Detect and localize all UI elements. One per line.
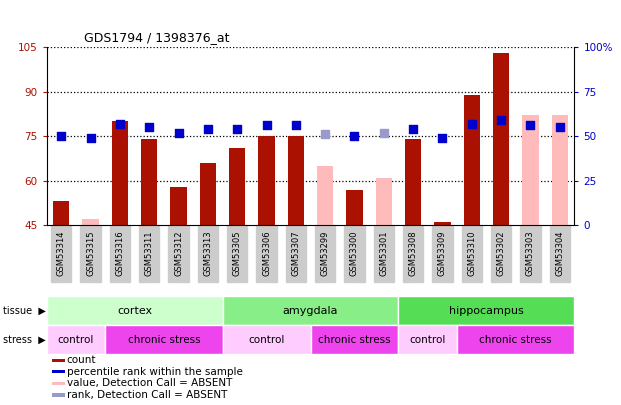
Point: [437, 134, 447, 141]
Point: [86, 134, 96, 141]
Bar: [141, 139, 157, 225]
Bar: [376, 178, 392, 225]
Text: chronic stress: chronic stress: [479, 335, 552, 345]
Bar: [52, 382, 65, 385]
Point: [350, 133, 360, 139]
Point: [467, 120, 477, 127]
Bar: [317, 166, 333, 225]
Bar: [399, 296, 574, 325]
Text: hippocampus: hippocampus: [449, 306, 524, 315]
Bar: [457, 325, 574, 354]
Point: [408, 126, 418, 132]
Bar: [222, 325, 310, 354]
Text: count: count: [66, 355, 96, 365]
Bar: [258, 136, 274, 225]
Bar: [493, 53, 509, 225]
Bar: [310, 325, 399, 354]
Bar: [222, 296, 399, 325]
Bar: [399, 325, 457, 354]
Bar: [551, 115, 568, 225]
Text: rank, Detection Call = ABSENT: rank, Detection Call = ABSENT: [66, 390, 227, 400]
Text: tissue  ▶: tissue ▶: [3, 306, 46, 315]
Text: value, Detection Call = ABSENT: value, Detection Call = ABSENT: [66, 379, 232, 388]
Text: GDS1794 / 1398376_at: GDS1794 / 1398376_at: [83, 32, 229, 45]
Point: [144, 124, 154, 130]
Bar: [464, 94, 480, 225]
Point: [57, 133, 66, 139]
Bar: [405, 139, 421, 225]
Bar: [522, 115, 538, 225]
Bar: [112, 121, 128, 225]
Bar: [171, 187, 186, 225]
Text: control: control: [248, 335, 284, 345]
Point: [261, 122, 271, 129]
Point: [320, 131, 330, 138]
Point: [203, 126, 213, 132]
Text: control: control: [58, 335, 94, 345]
Bar: [435, 222, 450, 225]
Point: [525, 122, 535, 129]
Text: amygdala: amygdala: [283, 306, 338, 315]
Bar: [53, 201, 70, 225]
Bar: [83, 219, 99, 225]
Bar: [52, 370, 65, 373]
Point: [379, 129, 389, 136]
Bar: [347, 190, 363, 225]
Point: [115, 120, 125, 127]
Bar: [52, 358, 65, 362]
Text: percentile rank within the sample: percentile rank within the sample: [66, 367, 243, 377]
Text: chronic stress: chronic stress: [127, 335, 200, 345]
Point: [555, 124, 564, 130]
Point: [232, 126, 242, 132]
Bar: [105, 325, 222, 354]
Bar: [229, 148, 245, 225]
Bar: [47, 325, 105, 354]
Point: [173, 129, 184, 136]
Bar: [200, 163, 216, 225]
Text: cortex: cortex: [117, 306, 152, 315]
Bar: [288, 136, 304, 225]
Point: [291, 122, 301, 129]
Bar: [52, 394, 65, 397]
Bar: [47, 296, 222, 325]
Text: chronic stress: chronic stress: [318, 335, 391, 345]
Point: [496, 117, 506, 123]
Text: stress  ▶: stress ▶: [3, 335, 46, 345]
Text: control: control: [410, 335, 446, 345]
